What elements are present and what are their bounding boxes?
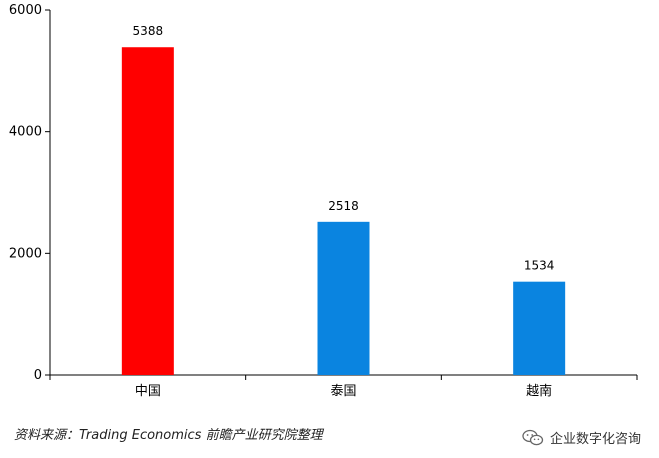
bar [121,47,174,375]
y-tick-label: 0 [34,368,42,383]
x-tick-label: 越南 [526,383,552,399]
data-label: 1534 [524,259,555,273]
y-tick-label: 6000 [9,3,42,18]
bar [513,281,566,375]
watermark: 企业数字化咨询 [522,428,641,447]
bar [317,221,370,375]
x-tick-label: 泰国 [330,384,356,399]
data-label: 5388 [133,24,164,38]
data-label: 2518 [328,199,359,213]
source-note: 资料来源：Trading Economics 前瞻产业研究院整理 [14,428,323,443]
watermark-label: 企业数字化咨询 [549,432,641,447]
bar-chart: 0 2000 4000 6000 5388 中国 2518 泰国 1534 越南 [9,3,638,399]
wechat-icon [522,429,544,445]
y-tick-label: 2000 [9,246,42,261]
y-tick-label: 4000 [9,125,42,140]
x-tick-label: 中国 [135,384,161,399]
